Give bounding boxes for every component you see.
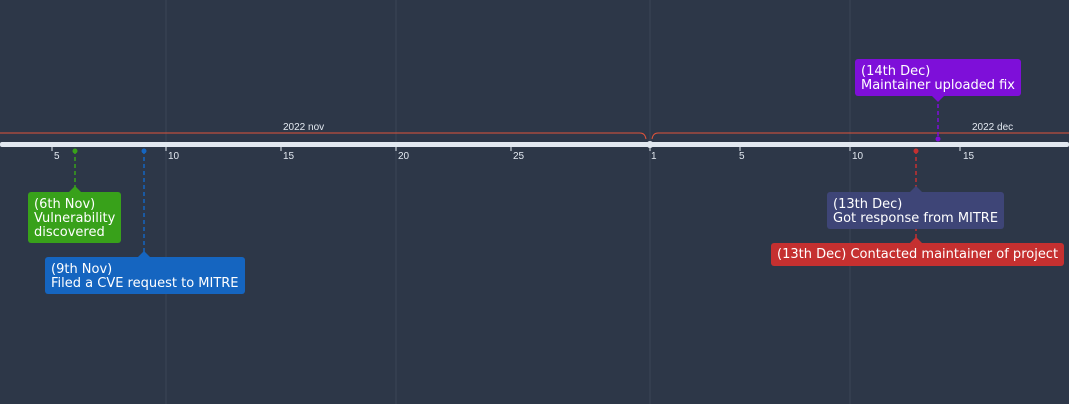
event-date: (13th Dec): [833, 197, 903, 212]
event-card-contacted-maintainer[interactable]: (13th Dec) Contacted maintainer of proje…: [771, 237, 1065, 266]
event-card-vulnerability-discovered[interactable]: (6th Nov) Vulnerability discovered: [28, 186, 121, 243]
caret-icon: [138, 251, 150, 257]
tick-label: 25: [513, 151, 525, 162]
event-dot-mitre-response[interactable]: [913, 148, 919, 154]
time-axis[interactable]: [0, 142, 1069, 147]
caret-icon: [69, 186, 81, 192]
event-date: (9th Nov): [51, 262, 113, 277]
event-card-fix-uploaded[interactable]: (14th Dec) Maintainer uploaded fix: [855, 59, 1021, 102]
tick-label: 15: [283, 151, 295, 162]
axis-month-marker: [646, 141, 654, 148]
event-dot-vulnerability[interactable]: [72, 148, 78, 154]
month-label-dec: 2022 dec: [972, 122, 1013, 133]
tick-label: 20: [398, 151, 410, 162]
event-text: Filed a CVE request to MITRE: [51, 276, 239, 291]
tick-label: 15: [963, 151, 975, 162]
tick-label: 10: [168, 151, 180, 162]
event-connectors: [74, 104, 939, 252]
event-text: discovered: [34, 225, 105, 240]
event-card-mitre-response[interactable]: (13th Dec) Got response from MITRE: [827, 186, 1005, 229]
event-text: Got response from MITRE: [833, 211, 999, 226]
month-label-nov: 2022 nov: [283, 122, 324, 133]
event-date: (6th Nov): [34, 197, 96, 212]
event-text: Vulnerability: [34, 211, 116, 226]
grid-lines: [165, 0, 851, 404]
month-bracket-dec: [651, 132, 1069, 140]
event-dot-fix-uploaded[interactable]: [935, 136, 941, 142]
tick-label: 1: [651, 151, 657, 162]
event-card-cve-request[interactable]: (9th Nov) Filed a CVE request to MITRE: [45, 251, 245, 294]
tick-label: 5: [54, 151, 60, 162]
caret-icon: [910, 186, 922, 192]
tick-label: 10: [852, 151, 864, 162]
event-dot-cve-request[interactable]: [141, 148, 147, 154]
event-date: (14th Dec): [861, 64, 931, 79]
event-text: Maintainer uploaded fix: [861, 78, 1015, 93]
event-text: (13th Dec) Contacted maintainer of proje…: [777, 247, 1059, 262]
tick-labels: 5 10 15 20 25 1 5 10 15: [54, 151, 975, 162]
month-bracket-nov: [0, 132, 647, 140]
tick-label: 5: [739, 151, 745, 162]
caret-icon: [932, 96, 944, 102]
axis-ticks: [51, 147, 961, 151]
caret-icon: [910, 237, 922, 243]
